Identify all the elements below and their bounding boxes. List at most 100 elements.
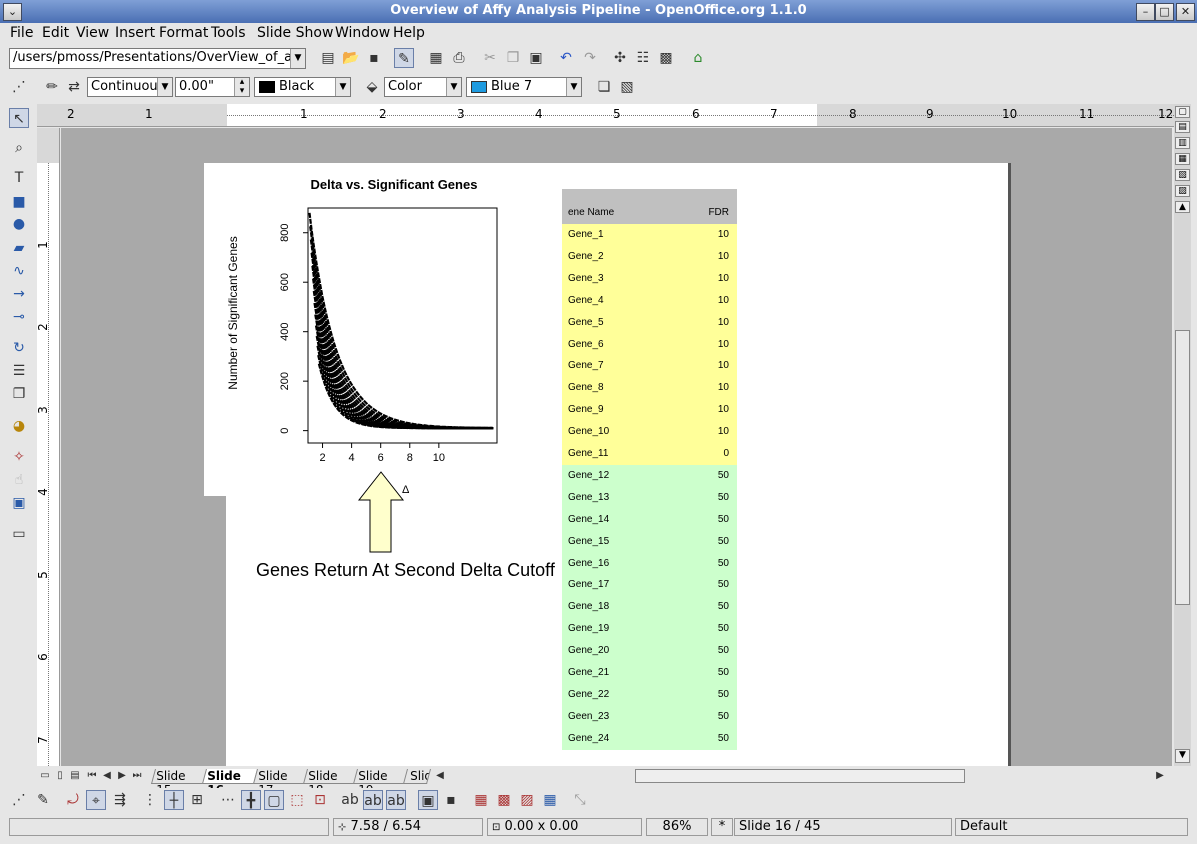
snap-page-icon[interactable]: ▢ (264, 790, 284, 810)
snap-frame-icon[interactable]: ⬚ (290, 792, 304, 808)
connector-icon[interactable]: ⊸ (13, 309, 25, 325)
snap-points-icon[interactable]: ⊡ (314, 792, 326, 808)
table-row[interactable]: Gene_3 10 (562, 267, 737, 290)
minimize-button[interactable]: – (1136, 3, 1155, 21)
slide-view-icon[interactable]: ▭ (40, 770, 50, 781)
view-icon[interactable]: ▥ (1175, 137, 1190, 149)
line-style-icon[interactable]: ⇄ (68, 79, 80, 95)
rectangle-icon[interactable]: ■ (12, 194, 26, 210)
line-width-field[interactable]: 0.00" ▴ ▾ (175, 77, 250, 97)
curve-icon[interactable]: ∿ (13, 263, 25, 279)
rotation-mode-icon[interactable]: ⤾ (67, 792, 79, 808)
tab-slide-20[interactable]: Slid (402, 769, 432, 784)
view-icon[interactable]: ▦ (1175, 153, 1190, 165)
menu-tools[interactable]: Tools (211, 25, 246, 41)
slide-show-icon[interactable]: ▭ (12, 526, 26, 542)
snap-guides-icon[interactable]: ┼ (164, 790, 184, 810)
stepper-icon[interactable]: ▴ ▾ (234, 78, 249, 96)
slide-canvas[interactable]: Delta vs. Significant Genes Number of Si… (61, 128, 1172, 766)
large-handles-icon[interactable]: ▪ (446, 792, 456, 808)
guides-icon[interactable]: ⊞ (191, 792, 203, 808)
menu-view[interactable]: View (76, 25, 110, 41)
handout-view-icon[interactable]: ▤ (70, 770, 80, 781)
undo-icon[interactable]: ↶ (560, 50, 572, 66)
copy-icon[interactable]: ❐ (506, 50, 520, 66)
tab-slide-19[interactable]: Slide 19 (352, 769, 410, 797)
menu-help[interactable]: Help (393, 25, 425, 41)
table-row[interactable]: Gene_14 50 (562, 508, 737, 531)
contour-icon[interactable]: ▨ (520, 792, 534, 808)
status-zoom[interactable]: 86% (646, 818, 708, 836)
edit-file-icon[interactable]: ▤ (321, 50, 335, 66)
table-row[interactable]: Gene_19 50 (562, 618, 737, 641)
3d-effects-icon[interactable]: ▣ (12, 495, 26, 511)
view-icon[interactable]: ▤ (1175, 121, 1190, 133)
table-row[interactable]: Gene_24 50 (562, 727, 737, 750)
text-icon[interactable]: T (14, 170, 24, 186)
line-style-select[interactable]: Continuous ▼ (87, 77, 173, 97)
paste-icon[interactable]: ▣ (529, 50, 543, 66)
chevron-down-icon[interactable]: ▼ (446, 78, 461, 96)
area-icon[interactable]: ⬙ (366, 79, 378, 95)
line-icon[interactable]: ✏ (46, 79, 58, 95)
table-row[interactable]: Gene_15 50 (562, 530, 737, 553)
table-row[interactable]: Gene_22 50 (562, 683, 737, 706)
table-row[interactable]: Gene_20 50 (562, 640, 737, 663)
interaction-icon[interactable]: ☝ (14, 472, 24, 488)
maximize-button[interactable]: □ (1155, 3, 1174, 21)
quick-edit-icon[interactable]: ab (363, 790, 383, 810)
horizontal-ruler[interactable]: 2 1 1 2 3 4 5 6 7 8 9 10 11 12 (37, 104, 1174, 127)
prev-slide-icon[interactable]: ◀ (103, 770, 111, 781)
print-icon[interactable]: ⎙ (453, 50, 465, 66)
view-icon[interactable]: ▧ (1175, 169, 1190, 181)
table-row[interactable]: Gene_5 10 (562, 311, 737, 334)
table-row[interactable]: Gene_9 10 (562, 399, 737, 422)
toolbar-handle-icon[interactable]: ⋰ (12, 792, 26, 808)
alignment-icon[interactable]: ☰ (12, 363, 26, 379)
first-slide-icon[interactable]: ⏮ (87, 770, 97, 781)
menu-insert[interactable]: Insert (115, 25, 156, 41)
vertical-ruler[interactable]: 1 2 3 4 5 6 7 (37, 128, 60, 766)
path-dropdown-arrow[interactable]: ▼ (290, 49, 305, 68)
edit-points-icon[interactable]: ⌖ (86, 790, 106, 810)
table-row[interactable]: Gene_17 50 (562, 574, 737, 597)
3d-objects-icon[interactable]: ▰ (13, 240, 25, 256)
scrollbar-thumb[interactable] (1175, 330, 1190, 605)
grayscale-icon[interactable]: ▩ (497, 792, 511, 808)
scroll-right-icon[interactable]: ▶ (1156, 770, 1164, 781)
table-row[interactable]: Gene_8 10 (562, 377, 737, 400)
chevron-down-icon[interactable]: ▼ (566, 78, 581, 96)
cut-icon[interactable]: ✂ (484, 50, 496, 66)
horizontal-scrollbar-thumb[interactable] (635, 769, 965, 783)
edit-mode-icon[interactable]: ✎ (394, 48, 414, 68)
pen-icon[interactable]: ✎ (37, 792, 49, 808)
tab-slide-18[interactable]: Slide 18 (302, 769, 360, 797)
table-row[interactable]: Gene_4 10 (562, 289, 737, 312)
export-pdf-icon[interactable]: ▦ (429, 50, 443, 66)
chart-image[interactable]: Delta vs. Significant Genes Number of Si… (204, 163, 550, 496)
ellipse-icon[interactable]: ● (12, 216, 26, 232)
close-button[interactable]: ✕ (1176, 3, 1195, 21)
window-menu-button[interactable]: ⌄ (3, 3, 22, 21)
rotate-icon[interactable]: ↻ (13, 340, 25, 356)
scroll-up-icon[interactable]: ▲ (1175, 201, 1190, 213)
menu-format[interactable]: Format (159, 25, 209, 41)
hyperlink-icon[interactable]: ⌂ (693, 50, 703, 66)
tab-slide-15[interactable]: Slide 15 (150, 769, 208, 797)
vertical-scrollbar[interactable]: ▢ ▤ ▥ ▦ ▧ ▨ ▲ ▼ (1174, 104, 1191, 766)
arrange-icon[interactable]: ❐ (12, 386, 26, 402)
exit-group-icon[interactable]: ⤡ (574, 792, 586, 808)
toolbar-handle-icon[interactable]: ⋰ (12, 79, 26, 95)
effects-icon[interactable]: ✧ (13, 449, 25, 465)
chevron-down-icon[interactable]: ▼ (157, 78, 172, 96)
preview-icon[interactable]: ▦ (543, 792, 557, 808)
menu-file[interactable]: File (10, 25, 34, 41)
document-path-field[interactable]: /users/pmoss/Presentations/OverView_of_a… (9, 48, 306, 69)
arrow-style-icon[interactable]: ▧ (620, 79, 634, 95)
table-row[interactable]: Gene_18 50 (562, 596, 737, 619)
open-icon[interactable]: 📂 (342, 50, 360, 66)
insert-chart-icon[interactable]: ◕ (12, 418, 26, 434)
table-row[interactable]: Gene_13 50 (562, 486, 737, 509)
